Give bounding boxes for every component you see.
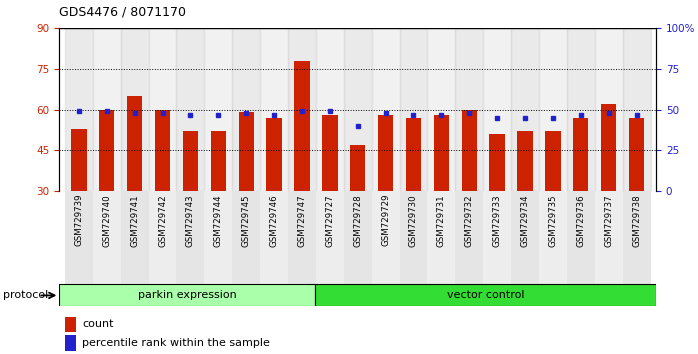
Bar <box>177 28 205 191</box>
Bar <box>205 191 232 285</box>
Text: GSM729727: GSM729727 <box>325 194 334 247</box>
Bar <box>629 118 644 191</box>
Text: GSM729731: GSM729731 <box>437 194 446 247</box>
Text: GSM729728: GSM729728 <box>353 194 362 247</box>
Bar <box>461 110 477 191</box>
Bar <box>322 115 338 191</box>
Bar <box>316 191 344 285</box>
Bar <box>260 191 288 285</box>
Bar <box>65 191 93 285</box>
Text: GSM729747: GSM729747 <box>297 194 306 247</box>
Bar <box>433 115 449 191</box>
Text: GSM729729: GSM729729 <box>381 194 390 246</box>
Bar <box>344 28 371 191</box>
Bar <box>539 191 567 285</box>
Bar <box>211 131 226 191</box>
Bar <box>93 28 121 191</box>
Text: GSM729738: GSM729738 <box>632 194 641 247</box>
Bar <box>149 191 177 285</box>
Bar <box>183 131 198 191</box>
Bar <box>267 118 282 191</box>
Bar <box>260 28 288 191</box>
Bar <box>595 191 623 285</box>
Text: count: count <box>82 319 114 329</box>
Bar <box>121 28 149 191</box>
Bar <box>483 28 511 191</box>
Text: parkin expression: parkin expression <box>138 290 237 300</box>
Bar <box>66 335 76 350</box>
Bar <box>315 284 656 306</box>
Bar <box>567 191 595 285</box>
Bar <box>127 96 142 191</box>
Bar <box>406 118 421 191</box>
Bar <box>316 28 344 191</box>
Bar <box>344 191 371 285</box>
Text: GSM729737: GSM729737 <box>604 194 614 247</box>
Text: GSM729733: GSM729733 <box>493 194 502 247</box>
Bar <box>489 134 505 191</box>
Text: GSM729730: GSM729730 <box>409 194 418 247</box>
Bar <box>567 28 595 191</box>
Bar <box>121 191 149 285</box>
Bar <box>623 28 651 191</box>
Bar <box>177 191 205 285</box>
Bar <box>65 28 93 191</box>
Text: protocol: protocol <box>3 290 49 300</box>
Bar <box>455 28 483 191</box>
Text: GDS4476 / 8071170: GDS4476 / 8071170 <box>59 5 186 18</box>
Bar <box>232 28 260 191</box>
Text: GSM729743: GSM729743 <box>186 194 195 247</box>
Text: vector control: vector control <box>447 290 524 300</box>
Text: GSM729739: GSM729739 <box>75 194 83 246</box>
Bar <box>483 191 511 285</box>
Bar <box>371 28 399 191</box>
Bar <box>59 284 315 306</box>
Bar <box>371 191 399 285</box>
Bar <box>232 191 260 285</box>
Bar <box>399 191 427 285</box>
Bar <box>155 110 170 191</box>
Bar <box>239 113 254 191</box>
Bar <box>573 118 588 191</box>
Text: GSM729745: GSM729745 <box>242 194 251 247</box>
Text: GSM729740: GSM729740 <box>102 194 111 247</box>
Bar <box>71 129 87 191</box>
Text: GSM729734: GSM729734 <box>521 194 530 247</box>
Bar <box>595 28 623 191</box>
Bar <box>288 28 316 191</box>
Bar <box>295 61 310 191</box>
Bar <box>511 28 539 191</box>
Bar <box>545 131 560 191</box>
Bar <box>399 28 427 191</box>
Bar <box>350 145 365 191</box>
Bar <box>517 131 533 191</box>
Bar <box>427 28 455 191</box>
Bar <box>427 191 455 285</box>
Bar <box>288 191 316 285</box>
Text: GSM729736: GSM729736 <box>577 194 586 247</box>
Text: GSM729732: GSM729732 <box>465 194 474 247</box>
Bar <box>99 110 114 191</box>
Bar <box>205 28 232 191</box>
Text: GSM729744: GSM729744 <box>214 194 223 247</box>
Bar <box>93 191 121 285</box>
Text: GSM729746: GSM729746 <box>269 194 279 247</box>
Text: GSM729741: GSM729741 <box>130 194 139 247</box>
Text: percentile rank within the sample: percentile rank within the sample <box>82 338 270 348</box>
Bar <box>601 104 616 191</box>
Text: GSM729742: GSM729742 <box>158 194 167 247</box>
Bar <box>66 316 76 332</box>
Bar <box>539 28 567 191</box>
Text: GSM729735: GSM729735 <box>549 194 558 247</box>
Bar <box>455 191 483 285</box>
Bar <box>511 191 539 285</box>
Bar <box>149 28 177 191</box>
Bar <box>378 115 393 191</box>
Bar <box>623 191 651 285</box>
